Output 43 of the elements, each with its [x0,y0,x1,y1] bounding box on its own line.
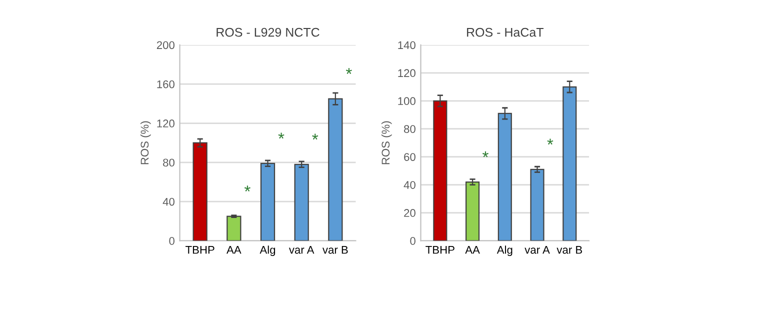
data-label: * [346,68,352,74]
x-tick-label: AA [465,246,480,254]
y-tick-label: 20 [404,209,416,217]
y-tick-label: 200 [156,41,174,50]
x-tick-label: TBHP [426,246,454,254]
y-axis-title: ROS (%) [381,121,392,164]
bar [433,100,448,241]
x-tick-label: Alg [496,246,512,256]
x-tick-label: var B [322,246,348,254]
x-tick-label: AA [226,246,242,254]
y-tick-label: 0 [410,237,416,245]
y-tick-label: 40 [404,181,416,189]
data-label: * [278,132,284,139]
bar [294,164,309,241]
bar [498,112,512,241]
bar [466,181,480,241]
data-label: * [482,151,488,158]
chart-title: ROS - HaCaT [467,28,544,37]
x-tick-label: var A [524,246,550,254]
bar [260,162,276,241]
bar [192,142,208,241]
chart-title: ROS - L929 NCTC [216,28,320,37]
y-tick-label: 60 [404,153,416,161]
data-label: * [244,186,250,192]
y-tick-label: 0 [169,237,174,245]
y-tick-label: 120 [398,69,416,78]
x-tick-label: Alg [260,246,276,256]
y-tick-label: 40 [162,198,174,206]
bar [530,168,544,241]
bar [562,86,577,241]
y-tick-label: 160 [157,80,174,88]
data-label: * [547,138,554,145]
bar [226,216,242,241]
x-tick-label: var B [556,246,582,254]
y-tick-label: 100 [398,97,416,106]
x-tick-label: var A [288,246,314,254]
y-tick-label: 80 [163,158,174,167]
x-tick-label: TBHP [186,246,214,254]
data-label: * [312,134,318,140]
y-tick-label: 120 [157,120,174,128]
y-tick-label: 140 [398,41,416,50]
y-axis-title: ROS (%) [140,121,151,164]
y-tick-label: 80 [404,125,416,133]
